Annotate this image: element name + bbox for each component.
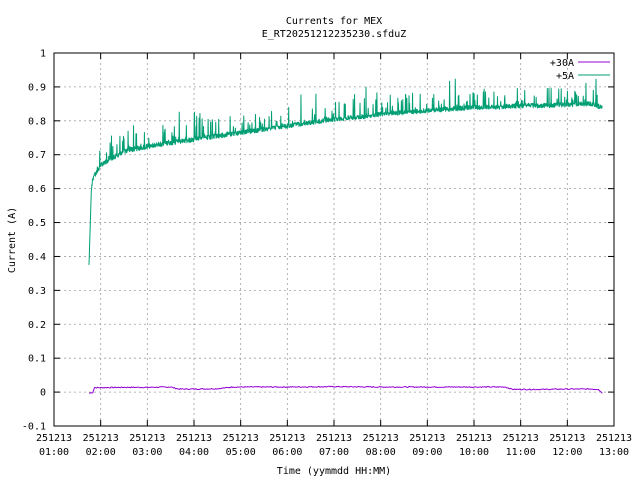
x-tick-label-date: 251213 bbox=[83, 433, 119, 444]
x-tick-label-date: 251213 bbox=[36, 433, 72, 444]
x-tick-label-time: 09:00 bbox=[412, 447, 442, 458]
y-tick-label: 1 bbox=[40, 49, 46, 60]
x-tick-label-date: 251213 bbox=[363, 433, 399, 444]
x-tick-label-date: 251213 bbox=[549, 433, 585, 444]
x-tick-labels: 251213 01:00 251213 02:00 251213 03:00 251213 0… bbox=[36, 433, 632, 458]
x-tick-label-time: 10:00 bbox=[459, 447, 489, 458]
x-tick-label-time: 03:00 bbox=[132, 447, 162, 458]
tick-marks bbox=[53, 52, 615, 427]
x-tick-label-time: 08:00 bbox=[366, 447, 396, 458]
y-tick-label: 0.1 bbox=[28, 354, 46, 365]
x-axis-label: Time (yymmdd HH:MM) bbox=[277, 466, 391, 477]
legend: +30A +5A bbox=[550, 58, 610, 82]
x-tick-label-date: 251213 bbox=[129, 433, 165, 444]
y-tick-label: 0.9 bbox=[28, 82, 46, 93]
x-tick-label-date: 251213 bbox=[456, 433, 492, 444]
x-tick-label-date: 251213 bbox=[316, 433, 352, 444]
x-tick-label-time: 01:00 bbox=[39, 447, 69, 458]
x-tick-label-time: 04:00 bbox=[179, 447, 209, 458]
series-line-5a bbox=[88, 78, 603, 265]
x-tick-label-time: 12:00 bbox=[552, 447, 582, 458]
y-tick-label: 0.6 bbox=[28, 184, 46, 195]
x-tick-label-date: 251213 bbox=[269, 433, 305, 444]
series-layer bbox=[88, 78, 603, 394]
y-tick-label: 0.7 bbox=[28, 150, 46, 161]
y-tick-label: 0.5 bbox=[28, 218, 46, 229]
y-tick-label: 0.3 bbox=[28, 286, 46, 297]
x-tick-label-time: 13:00 bbox=[599, 447, 629, 458]
x-tick-label-date: 251213 bbox=[176, 433, 212, 444]
legend-label-5a: +5A bbox=[556, 71, 574, 82]
y-tick-label: 0.8 bbox=[28, 116, 46, 127]
x-tick-label-date: 251213 bbox=[503, 433, 539, 444]
y-tick-label: 0.4 bbox=[28, 252, 46, 263]
chart-subtitle: E_RT20251212235230.sfduZ bbox=[262, 29, 407, 40]
x-tick-label-time: 02:00 bbox=[86, 447, 116, 458]
legend-label-30a: +30A bbox=[550, 58, 574, 69]
y-tick-label: -0.1 bbox=[22, 422, 46, 433]
series-line-30a bbox=[88, 385, 603, 394]
x-tick-label-time: 07:00 bbox=[319, 447, 349, 458]
x-tick-label-time: 05:00 bbox=[226, 447, 256, 458]
x-tick-label-date: 251213 bbox=[596, 433, 632, 444]
y-tick-labels: -0.1 0 0.1 0.2 0.3 0.4 0.5 0.6 0.7 0.8 0.9 1 bbox=[22, 49, 46, 433]
grid bbox=[54, 53, 614, 426]
x-tick-label-time: 11:00 bbox=[506, 447, 536, 458]
y-tick-label: 0.2 bbox=[28, 320, 46, 331]
x-tick-label-time: 06:00 bbox=[272, 447, 302, 458]
chart-title: Currents for MEX bbox=[286, 16, 382, 27]
x-tick-label-date: 251213 bbox=[409, 433, 445, 444]
y-tick-label: 0 bbox=[40, 388, 46, 399]
y-axis-label: Current (A) bbox=[7, 207, 18, 273]
x-tick-label-date: 251213 bbox=[223, 433, 259, 444]
